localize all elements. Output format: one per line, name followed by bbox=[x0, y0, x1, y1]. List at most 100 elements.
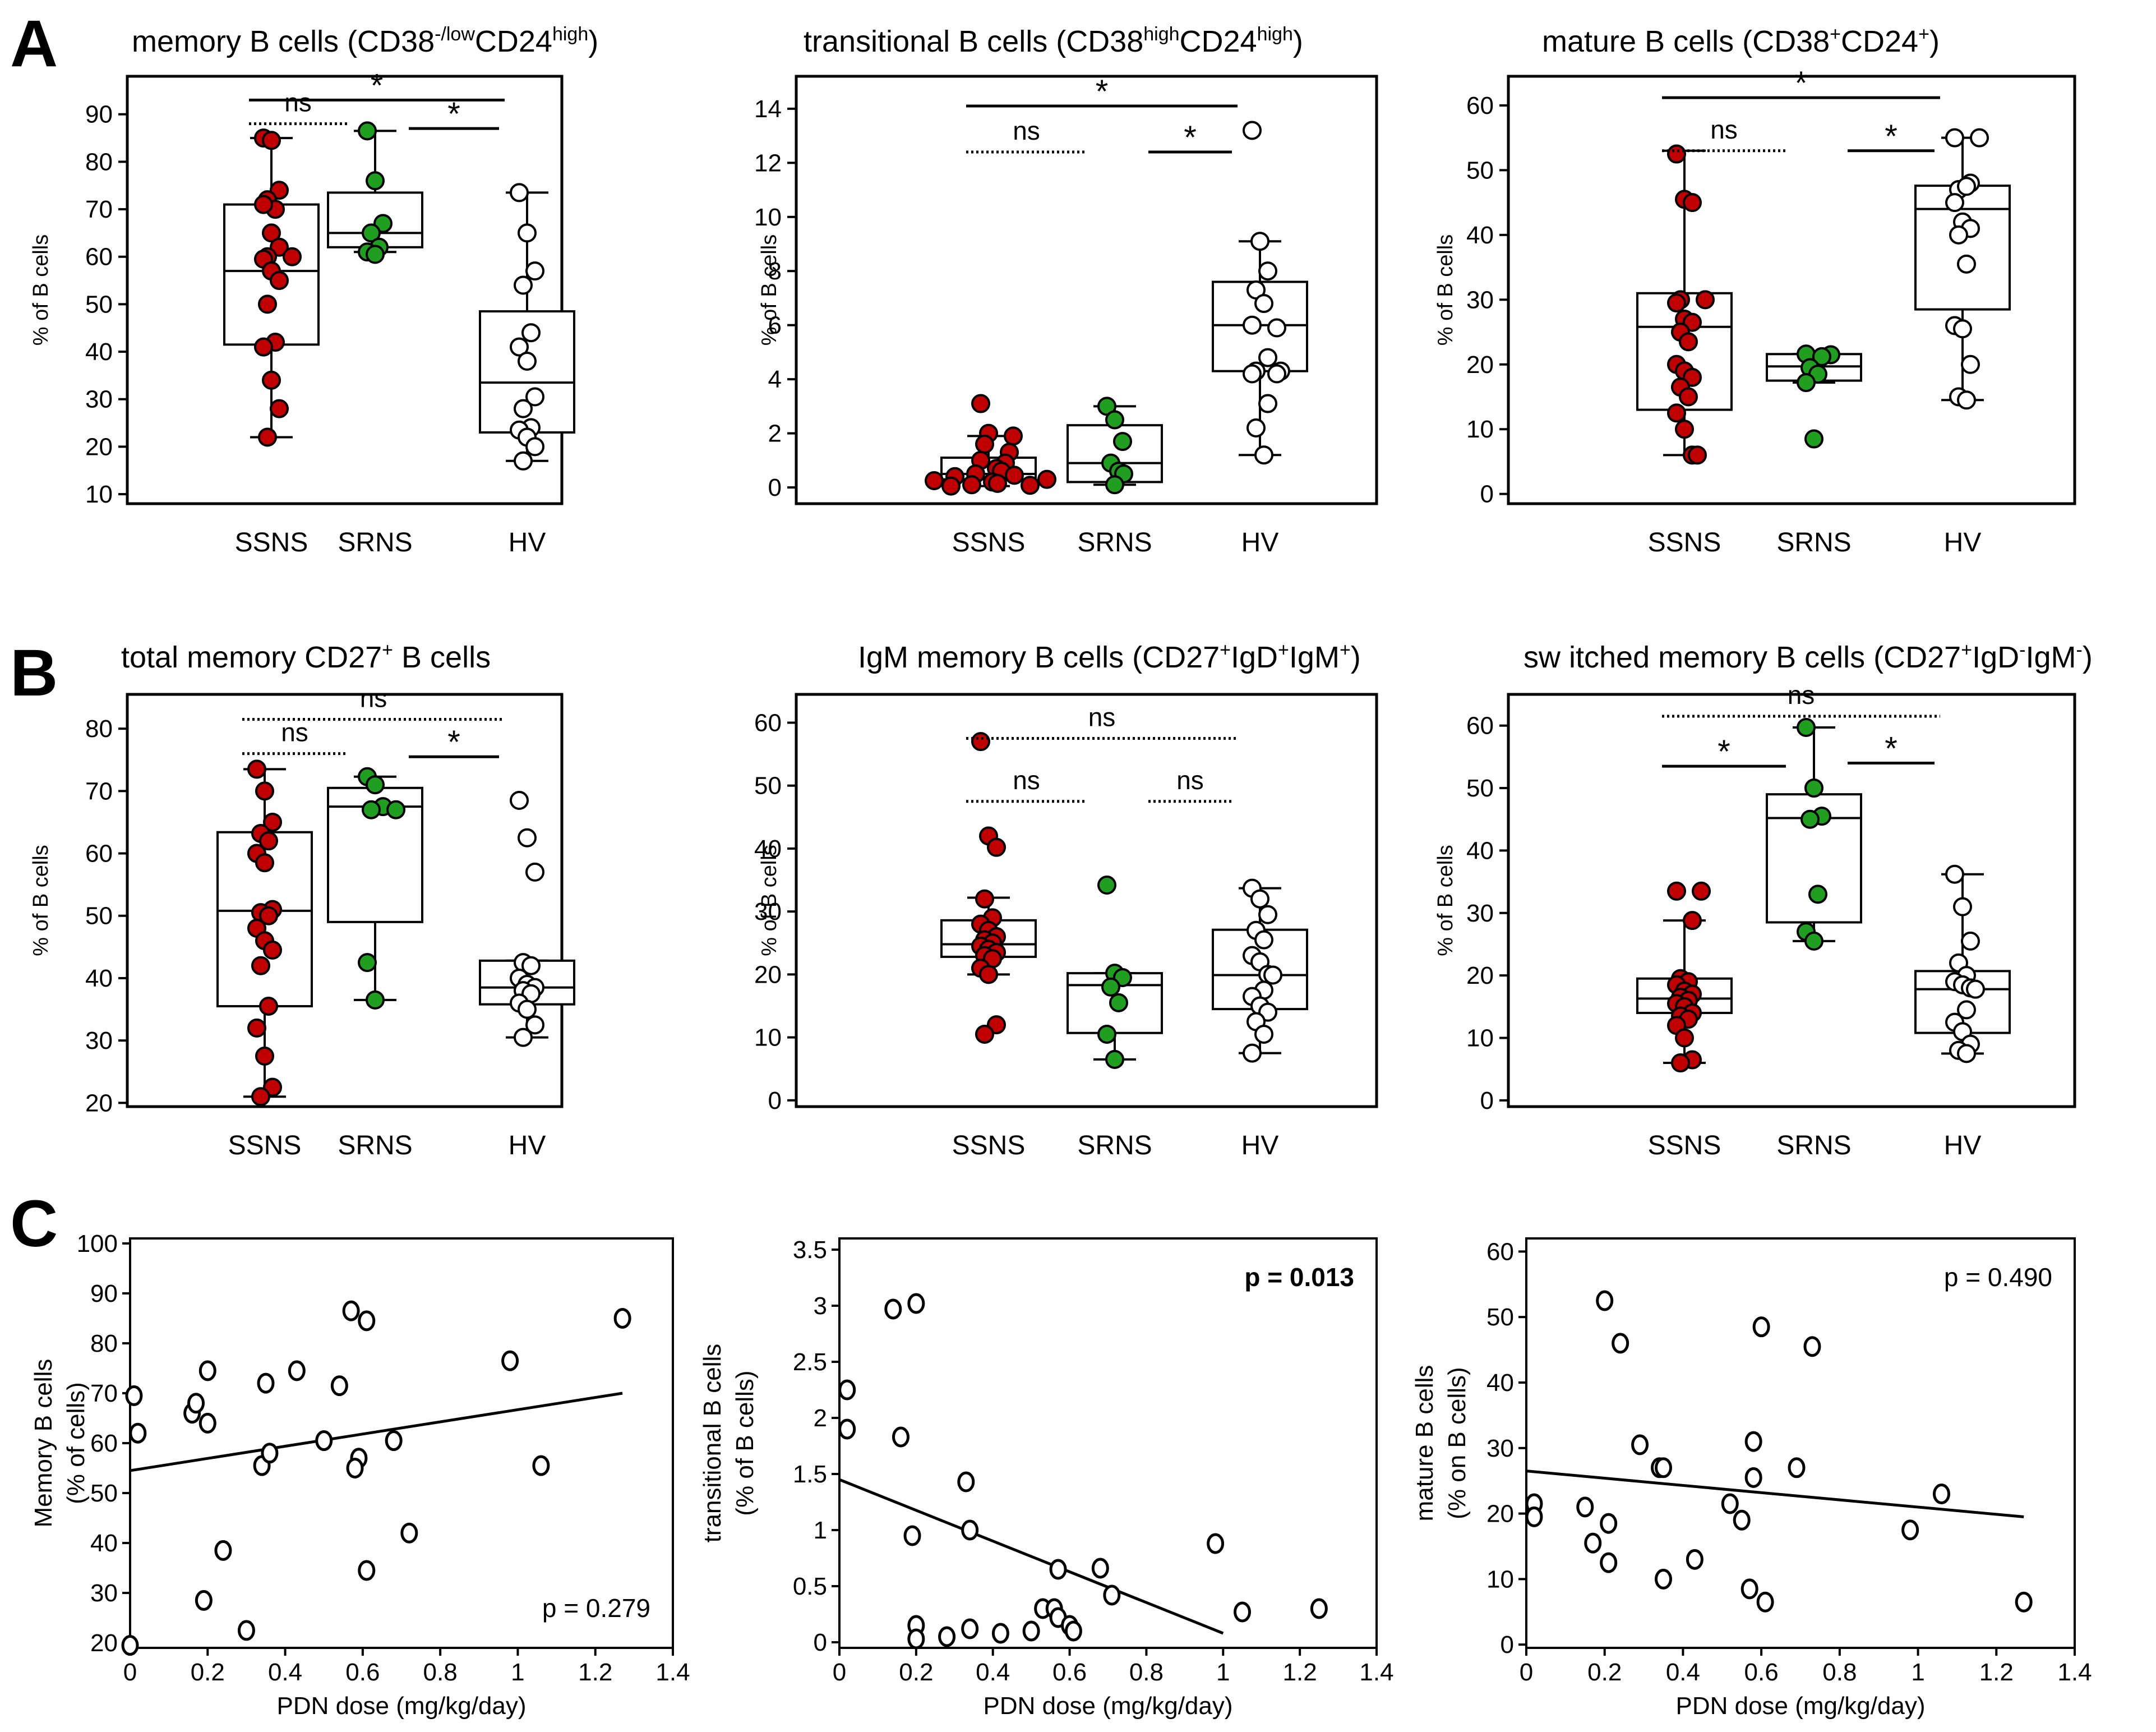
y-tick-label: 10 bbox=[1466, 416, 1494, 443]
significance-label: ns bbox=[284, 88, 312, 117]
p-value-label: p = 0.013 bbox=[1244, 1263, 1354, 1292]
box-ssns bbox=[224, 138, 318, 437]
y-tick-label: 20 bbox=[85, 1089, 113, 1117]
data-point bbox=[1066, 1622, 1081, 1640]
data-point bbox=[262, 1444, 277, 1462]
data-point-srns bbox=[1798, 719, 1815, 736]
data-point-srns bbox=[1802, 811, 1818, 828]
y-tick-label: 0 bbox=[1480, 1087, 1494, 1114]
data-point bbox=[1601, 1554, 1616, 1572]
y-tick-label: 30 bbox=[90, 1579, 118, 1607]
chart-title: memory B cells (CD38-/lowCD24high) bbox=[132, 24, 598, 58]
y-tick-label: 2 bbox=[768, 420, 782, 448]
data-point-ssns bbox=[1668, 883, 1685, 900]
significance-label: * bbox=[1795, 65, 1808, 102]
data-point-srns bbox=[387, 801, 404, 818]
category-label-hv: HV bbox=[1944, 528, 1982, 558]
y-tick-label: 20 bbox=[1486, 1500, 1514, 1528]
data-point bbox=[940, 1628, 954, 1646]
scatter-chart-1: 20304050607080901000 0.2 0.4 0.6 0.8 1 1.2 1.4P… bbox=[30, 1230, 690, 1720]
significance-label: ns bbox=[1710, 115, 1738, 144]
y-axis-label-line1: mature B cells bbox=[1411, 1365, 1438, 1522]
title-part: CD24 bbox=[1841, 25, 1918, 58]
y-tick-label: 10 bbox=[85, 481, 113, 508]
data-point-hv bbox=[1958, 391, 1975, 408]
scatter-chart-2: 00.511.522.533.50 0.2 0.4 0.6 0.8 1 1.2 1.4PDN … bbox=[699, 1236, 1394, 1720]
scatter-chart-3: 01020304050600 0.2 0.4 0.6 0.8 1 1.2 1.4PDN dos… bbox=[1411, 1238, 2092, 1720]
x-tick-label: 1.4 bbox=[2057, 1659, 2092, 1686]
charts-layer: memory B cells (CD38-/lowCD24high)102030… bbox=[29, 24, 2093, 1720]
data-point-ssns bbox=[1668, 294, 1685, 311]
data-point-hv bbox=[1255, 446, 1272, 463]
data-point-hv bbox=[515, 1029, 532, 1046]
x-tick-label: 0.2 bbox=[1587, 1659, 1622, 1686]
y-tick-label: 90 bbox=[90, 1280, 118, 1307]
box-chart-4: total memory CD27+ B cells20304050607080… bbox=[29, 639, 574, 1160]
data-point-srns bbox=[1098, 877, 1115, 893]
data-point-ssns bbox=[252, 1088, 269, 1105]
y-tick-label: 14 bbox=[754, 95, 782, 123]
data-point-hv bbox=[1244, 366, 1261, 383]
y-tick-label: 40 bbox=[1466, 837, 1494, 864]
data-point-ssns bbox=[1005, 427, 1022, 444]
y-tick-label: 2 bbox=[814, 1404, 827, 1432]
data-point-srns bbox=[1106, 411, 1123, 428]
data-point bbox=[1312, 1600, 1326, 1618]
data-point-ssns bbox=[980, 966, 997, 983]
data-point-ssns bbox=[260, 998, 277, 1015]
data-point-ssns bbox=[248, 761, 265, 777]
data-point-hv bbox=[1946, 130, 1963, 146]
data-point-hv bbox=[1259, 906, 1276, 923]
data-point bbox=[893, 1428, 908, 1446]
data-point-srns bbox=[367, 172, 384, 189]
data-point-hv bbox=[515, 277, 532, 294]
category-label-ssns: SSNS bbox=[1648, 1131, 1721, 1160]
title-superscript: high bbox=[1257, 24, 1293, 45]
plot-frame bbox=[127, 76, 562, 504]
data-point bbox=[1024, 1622, 1038, 1640]
title-part: IgD bbox=[1231, 641, 1278, 674]
data-point-hv bbox=[1248, 420, 1264, 436]
data-point-hv bbox=[1962, 933, 1979, 950]
data-point bbox=[1633, 1436, 1647, 1454]
x-tick-label: 0.6 bbox=[1744, 1659, 1779, 1686]
title-main: IgM memory B cells bbox=[858, 641, 1124, 674]
title-part: (CD38 bbox=[339, 25, 435, 58]
title-superscript: + bbox=[1961, 639, 1972, 661]
y-axis-label-line1: transitional B cells bbox=[699, 1344, 726, 1543]
x-tick-label: 0.8 bbox=[1822, 1659, 1857, 1686]
y-tick-label: 40 bbox=[1486, 1369, 1514, 1397]
data-point-hv bbox=[1946, 866, 1963, 883]
y-tick-label: 30 bbox=[1466, 900, 1494, 927]
data-point-ssns bbox=[263, 132, 280, 149]
data-point-ssns bbox=[988, 839, 1005, 856]
x-tick-label: 1 bbox=[511, 1659, 524, 1686]
data-point bbox=[348, 1459, 362, 1477]
box-chart-3: mature B cells (CD38+CD24+)0102030405060… bbox=[1434, 24, 2075, 558]
title-main: total memory CD27 bbox=[121, 641, 382, 674]
category-label-ssns: SSNS bbox=[952, 528, 1026, 558]
data-point-srns bbox=[367, 776, 384, 793]
data-point bbox=[909, 1630, 924, 1648]
data-point-hv bbox=[527, 262, 543, 279]
data-point bbox=[258, 1374, 273, 1392]
data-point-hv bbox=[1954, 899, 1971, 915]
data-point-hv bbox=[1264, 966, 1281, 983]
data-point-ssns bbox=[976, 1026, 993, 1043]
title-part: IgD bbox=[1972, 641, 2019, 674]
x-axis-label: PDN dose (mg/kg/day) bbox=[983, 1692, 1232, 1720]
x-tick-label: 1.4 bbox=[655, 1659, 690, 1686]
data-point bbox=[1578, 1498, 1592, 1516]
data-point-srns bbox=[367, 992, 384, 1008]
chart-title: transitional B cells (CD38highCD24high) bbox=[804, 24, 1303, 58]
category-label-hv: HV bbox=[509, 528, 546, 558]
title-part: B cells bbox=[393, 641, 491, 674]
data-point-ssns bbox=[1022, 477, 1038, 494]
significance-label: ns bbox=[1788, 680, 1815, 710]
data-point bbox=[1586, 1534, 1600, 1552]
data-point bbox=[905, 1527, 920, 1545]
data-point-srns bbox=[1806, 431, 1822, 448]
y-tick-label: 30 bbox=[1466, 286, 1494, 314]
x-tick-label: 0.6 bbox=[1052, 1659, 1087, 1686]
y-tick-label: 4 bbox=[768, 366, 782, 393]
